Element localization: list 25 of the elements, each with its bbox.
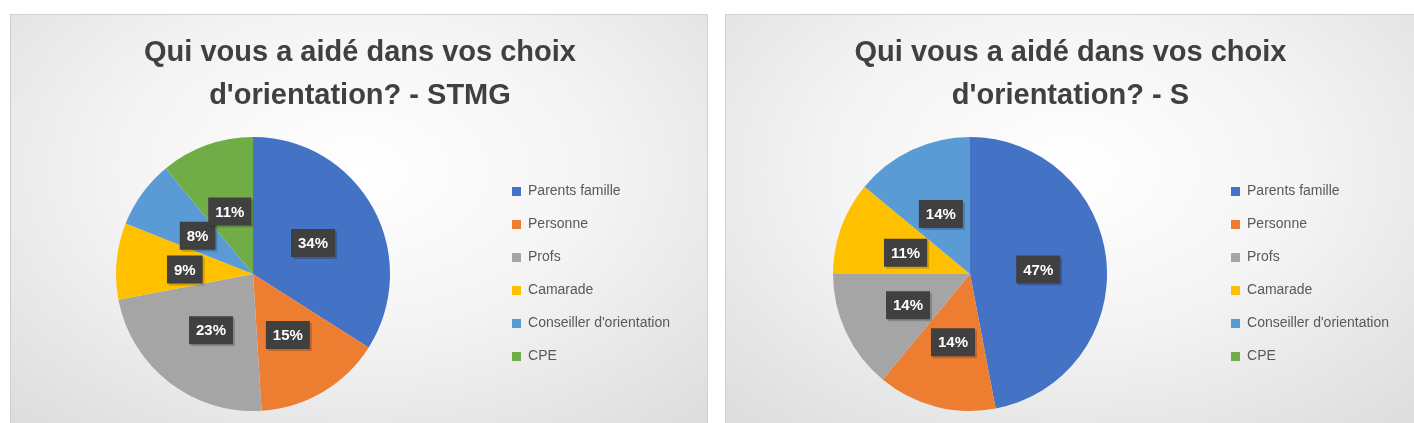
legend-label: Personne bbox=[1247, 215, 1308, 232]
legend-label: Personne bbox=[528, 215, 589, 232]
data-label: 14% bbox=[937, 333, 968, 351]
data-label: 8% bbox=[186, 226, 209, 244]
legend-label: Camarade bbox=[528, 281, 594, 298]
legend-label: Parents famille bbox=[528, 182, 621, 199]
legend-label: CPE bbox=[528, 347, 557, 364]
legend-label: Profs bbox=[528, 248, 561, 265]
data-label: 23% bbox=[196, 321, 227, 339]
data-label: 14% bbox=[925, 205, 956, 223]
data-label: 11% bbox=[215, 202, 245, 220]
legend-label: Conseiller d'orientation bbox=[528, 314, 671, 331]
legend-label: Parents famille bbox=[1247, 182, 1340, 199]
legend-label: CPE bbox=[1247, 347, 1276, 364]
legend-label: Profs bbox=[1247, 248, 1280, 265]
data-label: 11% bbox=[890, 243, 921, 261]
legend-label: Camarade bbox=[1247, 281, 1313, 298]
data-label: 9% bbox=[173, 260, 196, 278]
data-label: 14% bbox=[893, 296, 924, 314]
data-label: 34% bbox=[298, 234, 329, 252]
data-label: 47% bbox=[1023, 260, 1054, 278]
chart-title: Qui vous a aidé dans vos choix d'orientation? - STMG bbox=[143, 34, 577, 112]
chart-title: Qui vous a aidé dans vos choix d'orientation? - S bbox=[853, 34, 1288, 112]
data-label: 15% bbox=[272, 326, 303, 344]
legend-label: Conseiller d'orientation bbox=[1247, 314, 1390, 331]
